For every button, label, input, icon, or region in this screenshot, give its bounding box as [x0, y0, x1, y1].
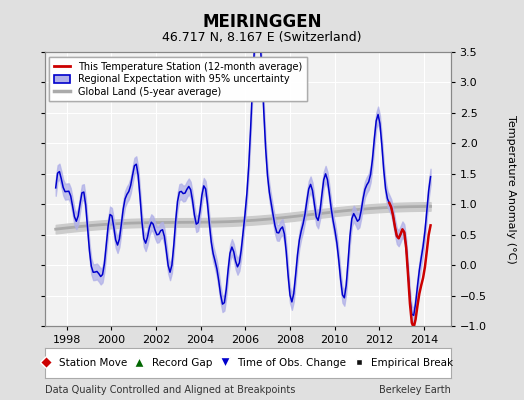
Y-axis label: Temperature Anomaly (°C): Temperature Anomaly (°C)	[506, 115, 516, 263]
Text: 46.717 N, 8.167 E (Switzerland): 46.717 N, 8.167 E (Switzerland)	[162, 32, 362, 44]
Text: MEIRINGGEN: MEIRINGGEN	[202, 13, 322, 31]
Text: Berkeley Earth: Berkeley Earth	[379, 385, 451, 395]
Legend: Station Move, Record Gap, Time of Obs. Change, Empirical Break: Station Move, Record Gap, Time of Obs. C…	[40, 356, 455, 370]
Text: Data Quality Controlled and Aligned at Breakpoints: Data Quality Controlled and Aligned at B…	[45, 385, 295, 395]
Legend: This Temperature Station (12-month average), Regional Expectation with 95% uncer: This Temperature Station (12-month avera…	[49, 57, 307, 102]
